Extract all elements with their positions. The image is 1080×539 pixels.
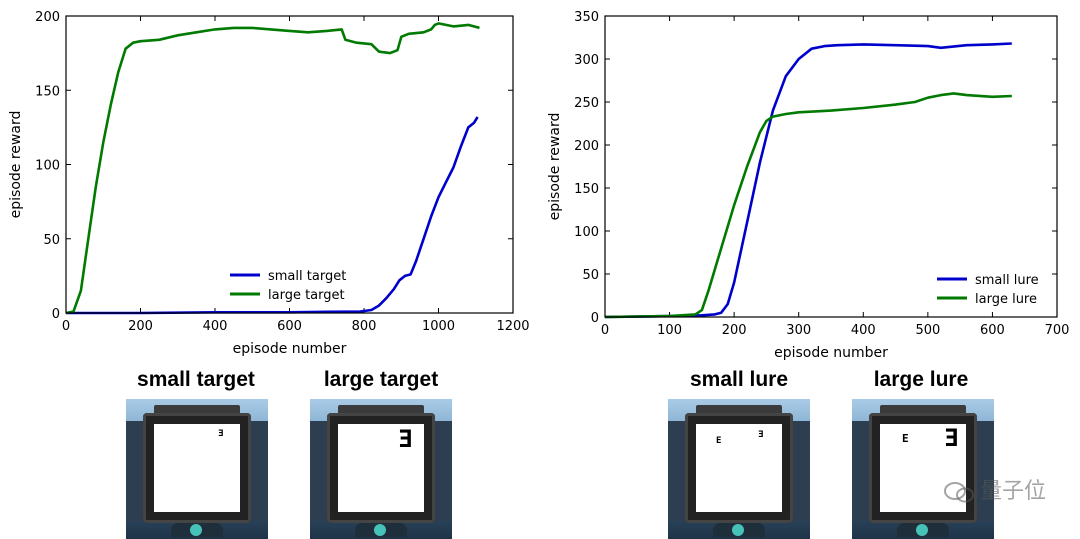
plot-frame [604,15,1058,318]
legend-label: small target [268,269,346,284]
y-tick-label: 0 [591,311,599,326]
chart-small-large-target: 0 200 400 600 800 1000 1200 0 50 100 150 200 episode… [8,10,530,357]
thumbnail-large-lure: Ǝ E [852,399,994,539]
chart-small-large-lure: 0 100 200 300 400 500 600 700 0 50 100 150 200 250 300… [547,10,1069,361]
y-axis-label: episode reward [547,113,563,221]
base-dot-icon [732,524,744,536]
x-axis-label: episode number [233,341,347,357]
thumbnail-small-target: Ǝ [126,399,268,539]
x-tick-label: 0 [601,323,609,338]
x-tick-label: 600 [277,319,302,334]
x-tick-label: 1000 [422,319,455,334]
y-tick-label: 300 [574,53,599,68]
y-tick-label: 150 [35,84,60,99]
caption-large-target: large target [323,368,439,391]
x-tick-label: 1200 [496,319,529,334]
x-tick-label: 500 [915,323,940,338]
y-axis-label: episode reward [8,111,24,219]
base-dot-icon [190,524,202,536]
x-axis-label: episode number [774,345,888,361]
series-line-large-target [65,22,480,315]
target-glyph: Ǝ [398,425,413,453]
base-dot-icon [916,524,928,536]
series-line-small-lure [604,42,1012,319]
thumbnail-small-lure: Ǝ E [668,399,810,539]
x-tick-label: 700 [1045,323,1070,338]
y-tick-label: 200 [574,139,599,154]
y-tick-label: 0 [52,307,60,322]
target-glyph: Ǝ [944,424,959,452]
y-tick-label: 50 [582,268,599,283]
caption-small-target: small target [137,368,255,391]
lure-glyph: E [902,432,909,445]
x-tick-label: 400 [851,323,876,338]
y-tick-label: 200 [35,10,60,25]
watermark: 量子位 [943,473,1046,505]
caption-small-lure: small lure [689,368,789,391]
y-tick-label: 100 [35,159,60,174]
y-tick-label: 50 [43,233,60,248]
thumbnail-large-target: Ǝ [310,399,452,539]
x-tick-label: 100 [657,323,682,338]
target-glyph: Ǝ [758,430,764,440]
series-line-large-lure [604,92,1012,319]
y-tick-label: 150 [574,182,599,197]
x-tick-label: 600 [980,323,1005,338]
base-dot-icon [374,524,386,536]
y-tick-label: 100 [574,225,599,240]
caption-large-lure: large lure [873,368,969,391]
x-tick-label: 0 [62,319,70,334]
legend-label: small lure [975,273,1039,288]
series-line-small-target [66,116,479,315]
x-tick-label: 300 [786,323,811,338]
lure-glyph: E [716,436,722,446]
watermark-text: 量子位 [979,479,1046,504]
wechat-icon [943,482,974,503]
y-tick-label: 350 [574,10,599,25]
legend-label: large target [268,288,345,303]
plot-frame [65,15,514,314]
legend-label: large lure [975,292,1037,307]
target-glyph: Ǝ [218,429,224,439]
x-tick-label: 800 [352,319,377,334]
x-tick-label: 200 [722,323,747,338]
y-tick-label: 250 [574,96,599,111]
x-tick-label: 200 [128,319,153,334]
x-tick-label: 400 [203,319,228,334]
